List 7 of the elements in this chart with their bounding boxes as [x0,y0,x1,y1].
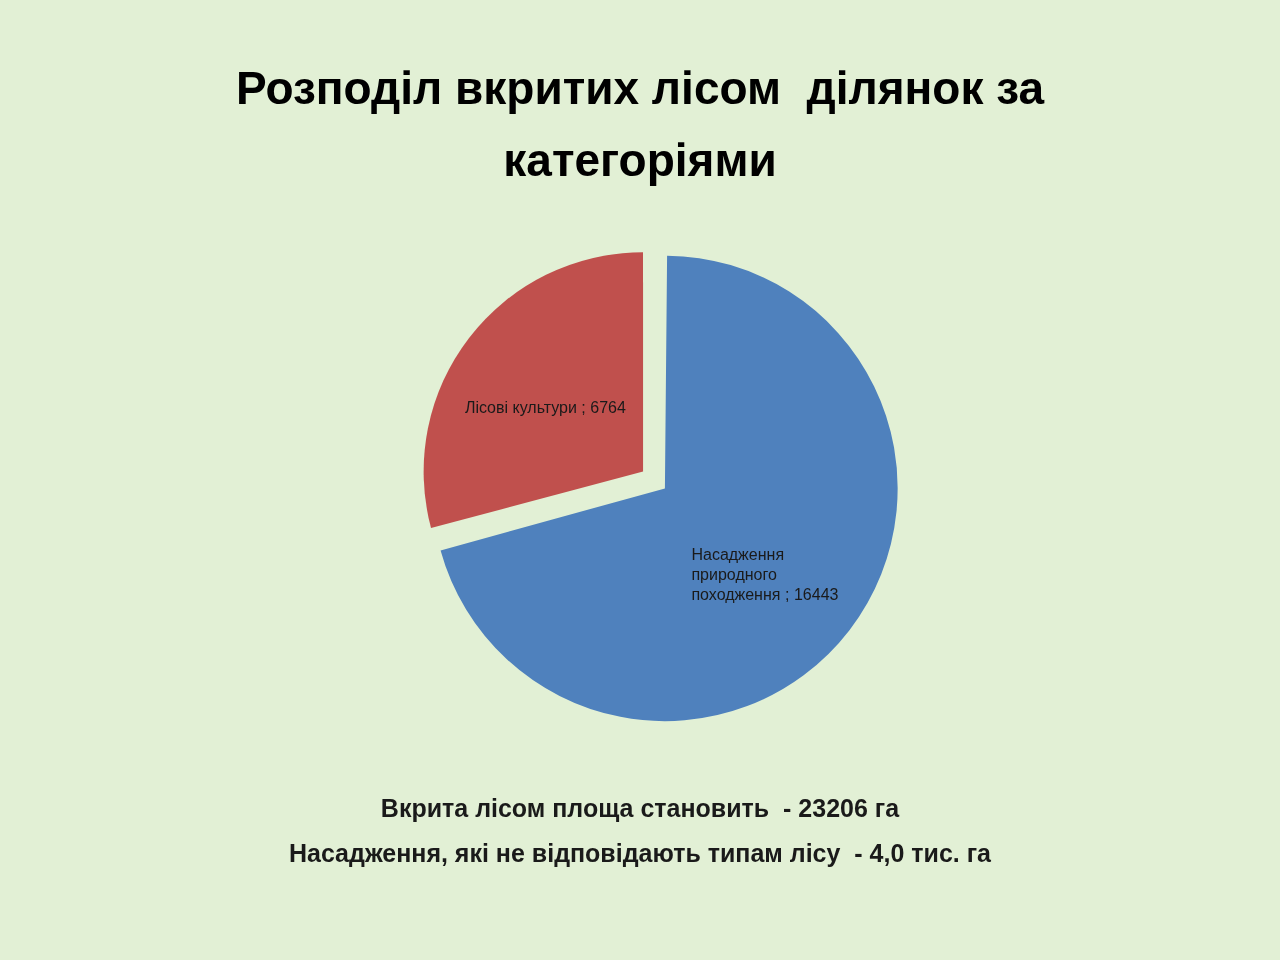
slice-label: Лісові культури [464,398,577,416]
data-label: ; 16443 [785,585,839,603]
data-label: ; 6764 [581,398,626,416]
chart-title: Розподіл вкритих лісом ділянок за категоріями [234,61,1046,188]
text: Насадження, які не відповідають типам лісу - 4,0 тис. га [287,838,993,869]
text: Вкрита лісом площа становить - 23206 га [379,793,901,824]
slice-label: Насадження природного походження [691,545,785,603]
